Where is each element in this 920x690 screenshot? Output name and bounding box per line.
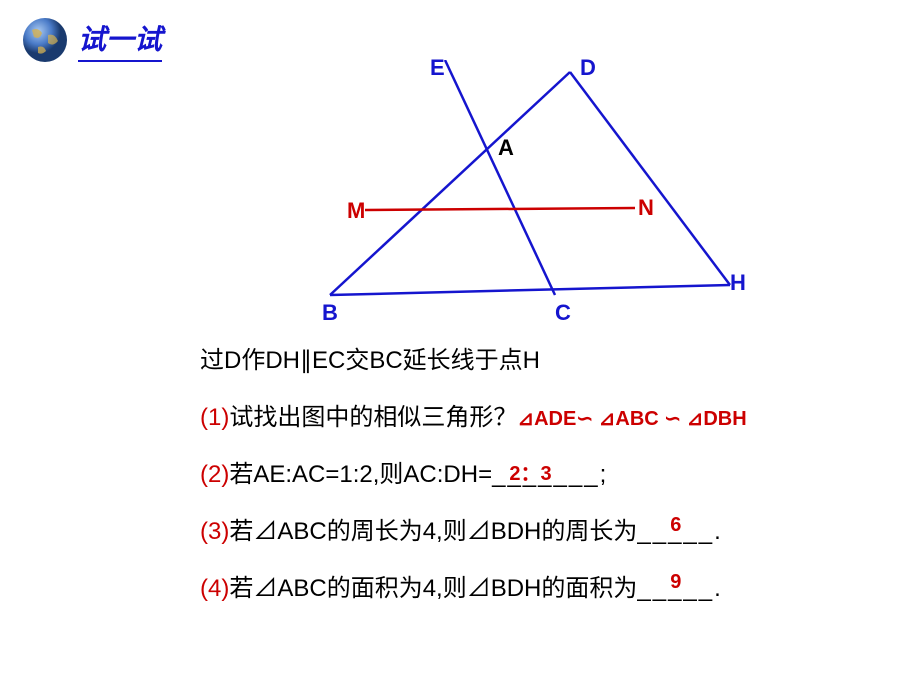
q4-number: (4)	[200, 575, 229, 602]
point-label-M: M	[347, 198, 365, 224]
q4-answer: 9	[670, 571, 681, 594]
header: 试一试	[20, 15, 162, 65]
q4-blank: _____9	[637, 575, 714, 603]
q3-text-a: 若⊿ABC的周长为4,则⊿BDH的周长为	[229, 518, 637, 545]
question-3: (3)若⊿ABC的周长为4,则⊿BDH的周长为_____6.	[200, 511, 900, 546]
q2-extra-dash: __	[569, 461, 600, 488]
diagram-svg	[310, 60, 760, 320]
intro-text: 过D作DH∥EC交BC延长线于点H	[200, 340, 900, 375]
q2-text-b: ;	[600, 461, 607, 488]
question-4: (4)若⊿ABC的面积为4,则⊿BDH的面积为_____9.	[200, 568, 900, 603]
q2-blank: _____2：3	[492, 461, 569, 489]
geometry-diagram: EDAMNBCH	[310, 60, 760, 320]
content-area: 过D作DH∥EC交BC延长线于点H (1)试找出图中的相似三角形？⊿ADE∽ ⊿…	[200, 340, 900, 625]
q3-number: (3)	[200, 518, 229, 545]
point-label-A: A	[498, 135, 514, 161]
page-title: 试一试	[78, 18, 162, 62]
q1-text: 试找出图中的相似三角形？	[229, 404, 517, 431]
q2-text-a: 若AE:AC=1:2,则AC:DH=	[229, 461, 492, 488]
q3-answer: 6	[670, 514, 681, 537]
point-label-H: H	[730, 270, 746, 296]
question-2: (2)若AE:AC=1:2,则AC:DH=_____2：3__;	[200, 454, 900, 489]
q1-answer: ⊿ADE∽ ⊿ABC ∽ ⊿DBH	[517, 408, 746, 430]
point-label-N: N	[638, 195, 654, 221]
q3-blank: _____6	[637, 518, 714, 546]
point-label-D: D	[580, 55, 596, 81]
q4-text-b: .	[714, 575, 721, 602]
q2-answer: 2：3	[509, 457, 551, 486]
globe-icon	[20, 15, 70, 65]
question-1: (1)试找出图中的相似三角形？⊿ADE∽ ⊿ABC ∽ ⊿DBH	[200, 397, 900, 432]
point-label-B: B	[322, 300, 338, 326]
q3-text-b: .	[714, 518, 721, 545]
point-label-C: C	[555, 300, 571, 326]
q1-number: (1)	[200, 404, 229, 431]
q2-number: (2)	[200, 461, 229, 488]
q4-text-a: 若⊿ABC的面积为4,则⊿BDH的面积为	[229, 575, 637, 602]
point-label-E: E	[430, 55, 445, 81]
